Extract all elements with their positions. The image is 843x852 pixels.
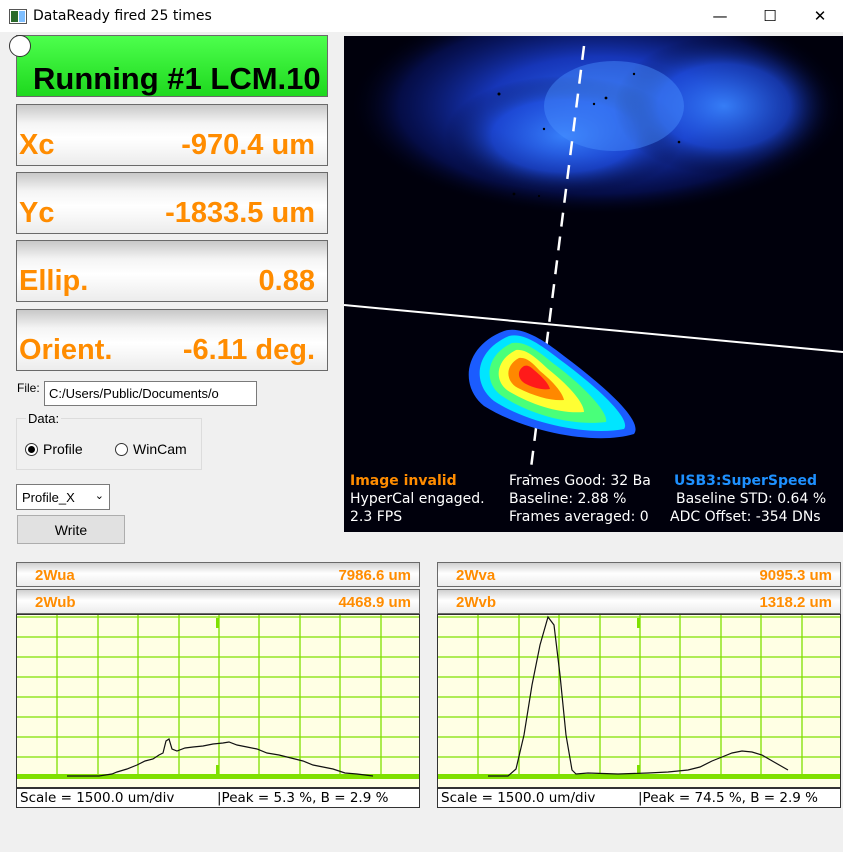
minimize-button[interactable]: — [712, 7, 728, 25]
baseline-text: Baseline: 2.88 % [509, 491, 627, 507]
title-bar: DataReady fired 25 times — ☐ ✕ [0, 0, 843, 32]
profile-radio-label[interactable]: Profile [43, 441, 83, 457]
readout-label: Xc [19, 129, 55, 161]
status-indicator-icon [9, 35, 31, 57]
center-tick [216, 765, 219, 775]
readout-orientation: Orient. -6.11 deg. [16, 309, 328, 371]
baseline-bar [17, 774, 419, 779]
center-tick [216, 618, 219, 628]
frames-averaged-text: Frames averaged: 0 [509, 509, 649, 525]
profile-v-header-a: 2Wva 9095.3 um [437, 562, 841, 587]
header-key: 2Wub [35, 594, 76, 611]
window-title: DataReady fired 25 times [33, 8, 212, 24]
header-value: 7986.6 um [338, 567, 411, 584]
scale-text: Scale = 1500.0 um/div [441, 790, 596, 806]
header-key: 2Wua [35, 567, 75, 584]
profile-v-scale-bar: Scale = 1500.0 um/div |Peak = 74.5 %, B … [437, 788, 841, 808]
beam-image-view[interactable]: Image invalid Frames Good: 32 Ba USB3:Su… [344, 36, 843, 532]
adc-offset-text: ADC Offset: -354 DNs [670, 509, 821, 525]
data-group-label: Data: [26, 411, 62, 426]
profile-u-header-b: 2Wub 4468.9 um [16, 589, 420, 614]
profile-radio[interactable] [25, 443, 38, 456]
beam-image-canvas [344, 36, 843, 477]
maximize-button[interactable]: ☐ [763, 7, 777, 25]
file-label: File: [17, 381, 40, 395]
data-groupbox [16, 418, 202, 470]
wincam-radio[interactable] [115, 443, 128, 456]
profile-u-header-a: 2Wua 7986.6 um [16, 562, 420, 587]
baseline-bar [438, 774, 840, 779]
readout-value: -1833.5 um [165, 197, 315, 229]
readout-yc: Yc -1833.5 um [16, 172, 328, 234]
readout-label: Yc [19, 197, 55, 229]
readout-value: -970.4 um [181, 129, 315, 161]
hypercal-text: HyperCal engaged. [350, 491, 485, 507]
profile-u-chart [17, 615, 419, 779]
header-value: 9095.3 um [759, 567, 832, 584]
frames-good-text: Frames Good: 32 Ba [509, 473, 651, 489]
header-value: 1318.2 um [759, 594, 832, 611]
profile-select[interactable]: Profile_X ⌄ [16, 484, 110, 510]
readout-value: 0.88 [258, 265, 315, 297]
header-key: 2Wva [456, 567, 496, 584]
usb-mode-text: USB3:SuperSpeed [674, 473, 818, 489]
readout-label: Orient. [19, 334, 113, 366]
peak-text: |Peak = 5.3 %, B = 2.9 % [217, 790, 389, 806]
file-path-field[interactable]: C:/Users/Public/Documents/o [44, 381, 257, 406]
chevron-down-icon: ⌄ [94, 490, 104, 502]
baseline-std-text: Baseline STD: 0.64 % [676, 491, 827, 507]
header-key: 2Wvb [456, 594, 497, 611]
profile-v-header-b: 2Wvb 1318.2 um [437, 589, 841, 614]
profile-trace [67, 738, 374, 777]
running-status-text: Running #1 LCM.10 [33, 61, 321, 96]
readout-ellipticity: Ellip. 0.88 [16, 240, 328, 302]
readout-label: Ellip. [19, 265, 89, 297]
fps-text: 2.3 FPS [350, 509, 403, 525]
profile-v-plot[interactable] [437, 614, 841, 788]
readout-value: -6.11 deg. [182, 334, 315, 366]
center-tick [637, 765, 640, 775]
center-tick [637, 618, 640, 628]
profile-u-plot[interactable] [16, 614, 420, 788]
peak-text: |Peak = 74.5 %, B = 2.9 % [638, 790, 819, 806]
running-status-panel: Running #1 LCM.10 [16, 35, 328, 97]
profile-select-value: Profile_X [22, 490, 75, 505]
app-icon [9, 9, 27, 24]
wincam-radio-label[interactable]: WinCam [133, 441, 187, 457]
write-button[interactable]: Write [17, 515, 125, 544]
close-button[interactable]: ✕ [813, 7, 827, 25]
scale-text: Scale = 1500.0 um/div [20, 790, 175, 806]
profile-v-chart [438, 615, 840, 779]
image-invalid-text: Image invalid [350, 473, 457, 489]
profile-trace [488, 615, 789, 777]
readout-xc: Xc -970.4 um [16, 104, 328, 166]
profile-u-scale-bar: Scale = 1500.0 um/div |Peak = 5.3 %, B =… [16, 788, 420, 808]
header-value: 4468.9 um [338, 594, 411, 611]
